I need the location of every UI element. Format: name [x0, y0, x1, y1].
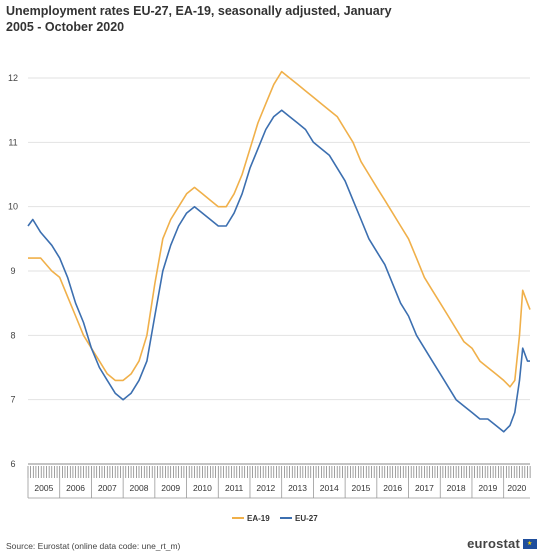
legend-label-ea-19: EA-19	[247, 514, 270, 523]
x-tick-label-2009: 2009	[161, 483, 180, 493]
x-tick-label-2011: 2011	[225, 483, 244, 493]
legend-label-eu-27: EU-27	[295, 514, 318, 523]
y-tick-label-7: 7	[10, 395, 15, 405]
x-tick-label-2006: 2006	[66, 483, 85, 493]
x-tick-label-2005: 2005	[34, 483, 53, 493]
chart-title-line2: 2005 - October 2020	[6, 20, 125, 34]
x-tick-label-2016: 2016	[383, 483, 402, 493]
brand-name: eurostat	[467, 536, 520, 551]
eu-flag-icon	[523, 538, 537, 549]
eurostat-logo: eurostat	[467, 536, 537, 551]
x-tick-label-2015: 2015	[352, 483, 371, 493]
x-tick-label-2010: 2010	[193, 483, 212, 493]
x-tick-label-2013: 2013	[288, 483, 307, 493]
chart-title: Unemployment rates EU-27, EA-19, seasona…	[6, 3, 446, 35]
y-tick-label-6: 6	[10, 459, 15, 469]
series-line-eu-27	[27, 109, 530, 433]
x-tick-label-2008: 2008	[130, 483, 149, 493]
chart-title-line1: Unemployment rates EU-27, EA-19, seasona…	[6, 4, 392, 18]
y-tick-label-12: 12	[8, 73, 18, 83]
y-tick-label-10: 10	[8, 202, 18, 212]
x-tick-label-2019: 2019	[478, 483, 497, 493]
x-tick-label-2014: 2014	[320, 483, 339, 493]
y-tick-label-8: 8	[10, 330, 15, 340]
x-tick-label-2007: 2007	[98, 483, 117, 493]
source-note: Source: Eurostat (online data code: une_…	[6, 541, 181, 551]
x-tick-label-2018: 2018	[447, 483, 466, 493]
x-tick-label-2020: 2020	[507, 483, 526, 493]
y-tick-label-11: 11	[8, 137, 17, 147]
series-line-ea-19	[28, 70, 531, 388]
y-tick-label-9: 9	[10, 266, 15, 276]
x-tick-label-2017: 2017	[415, 483, 434, 493]
x-tick-label-2012: 2012	[256, 483, 275, 493]
